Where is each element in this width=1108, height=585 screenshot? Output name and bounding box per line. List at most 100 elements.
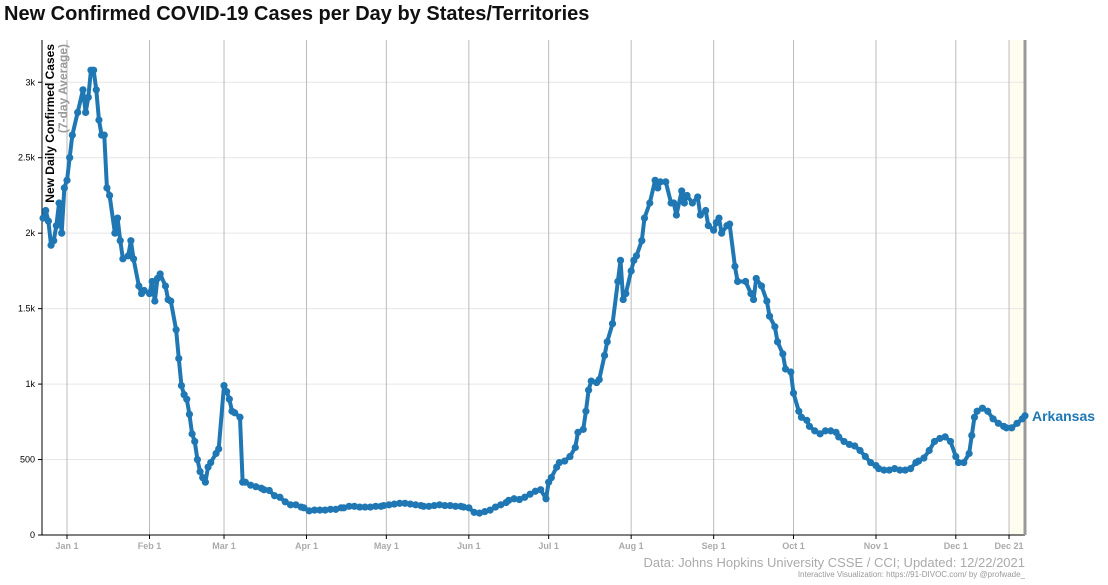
data-point xyxy=(795,407,803,415)
data-point xyxy=(582,407,590,415)
data-point xyxy=(680,199,688,207)
data-point xyxy=(95,116,103,124)
data-point xyxy=(622,289,630,298)
data-point xyxy=(579,425,587,433)
data-point xyxy=(177,381,186,390)
data-point xyxy=(396,499,404,507)
data-point xyxy=(821,427,830,435)
data-point xyxy=(435,501,444,509)
recent-band xyxy=(1009,40,1025,535)
data-point xyxy=(757,282,766,290)
data-point xyxy=(326,505,335,513)
data-point xyxy=(789,389,798,397)
data-point xyxy=(747,289,755,298)
x-tick-label: Apr 1 xyxy=(295,541,318,551)
data-point xyxy=(1008,424,1016,432)
data-point xyxy=(385,501,393,509)
data-point xyxy=(561,457,569,465)
data-point xyxy=(74,108,82,117)
data-point xyxy=(151,297,159,305)
data-point xyxy=(811,427,819,435)
data-point xyxy=(614,277,622,286)
data-point xyxy=(978,404,987,412)
data-point xyxy=(231,409,239,417)
data-point xyxy=(276,493,284,501)
data-point xyxy=(156,270,164,278)
x-tick-label: Jan 1 xyxy=(56,541,79,551)
data-point xyxy=(116,237,124,245)
data-point xyxy=(771,323,779,331)
data-point xyxy=(63,176,71,184)
data-point xyxy=(710,226,718,234)
data-point xyxy=(345,502,353,510)
data-point xyxy=(696,211,704,219)
x-tick-label: Dec 21 xyxy=(995,541,1024,551)
x-tick-label: May 1 xyxy=(374,541,399,551)
data-point xyxy=(100,131,108,139)
data-point xyxy=(451,502,460,510)
data-point xyxy=(425,502,433,510)
data-point xyxy=(781,365,790,373)
data-point xyxy=(60,184,68,192)
data-point xyxy=(547,474,555,482)
data-point xyxy=(39,214,47,222)
data-point xyxy=(656,178,665,186)
x-tick-label: Jul 1 xyxy=(538,541,559,551)
data-point xyxy=(265,486,273,495)
data-point xyxy=(510,495,518,503)
data-point xyxy=(521,493,529,501)
y-tick-label: 2k xyxy=(25,228,35,238)
data-point xyxy=(1002,424,1010,432)
y-tick-label: 1k xyxy=(25,379,35,389)
data-point xyxy=(52,222,60,230)
data-point xyxy=(632,252,641,260)
data-point xyxy=(441,501,449,510)
data-point xyxy=(678,187,686,195)
data-point xyxy=(281,498,289,506)
data-point xyxy=(167,297,175,305)
data-point xyxy=(779,350,787,358)
data-point xyxy=(44,217,52,225)
data-point xyxy=(140,286,148,295)
y-axis-label: New Daily Confirmed Cases xyxy=(43,44,57,203)
data-point xyxy=(412,501,420,509)
data-point xyxy=(111,229,119,237)
data-point xyxy=(390,500,398,508)
data-point xyxy=(694,193,702,201)
data-point xyxy=(600,351,609,360)
data-point xyxy=(835,433,843,441)
data-point xyxy=(172,326,180,334)
data-point xyxy=(925,446,933,455)
data-point xyxy=(840,437,848,446)
data-point xyxy=(749,295,758,304)
data-point xyxy=(683,191,691,200)
data-point xyxy=(486,506,494,514)
x-tick-label: Aug 1 xyxy=(619,541,644,551)
data-point xyxy=(321,506,329,514)
x-tick-label: Oct 1 xyxy=(782,541,805,551)
data-point xyxy=(90,66,98,74)
data-point xyxy=(856,446,864,455)
data-point xyxy=(305,507,313,515)
data-point xyxy=(765,312,774,320)
data-point xyxy=(566,452,574,461)
x-tick-label: Mar 1 xyxy=(212,541,236,551)
data-point xyxy=(193,455,202,464)
data-point xyxy=(470,508,478,516)
data-point xyxy=(225,395,233,403)
data-point xyxy=(619,295,627,304)
data-point xyxy=(401,499,409,507)
data-point xyxy=(574,428,582,436)
data-point xyxy=(1021,412,1029,420)
data-point xyxy=(646,199,654,207)
data-point xyxy=(595,375,603,384)
data-point xyxy=(145,289,154,298)
data-point xyxy=(175,354,183,363)
data-point xyxy=(119,255,127,263)
data-point xyxy=(465,504,473,512)
data-point xyxy=(954,458,963,467)
data-point xyxy=(797,413,806,421)
data-point xyxy=(127,237,135,245)
data-point xyxy=(183,395,191,403)
data-point xyxy=(973,407,981,415)
